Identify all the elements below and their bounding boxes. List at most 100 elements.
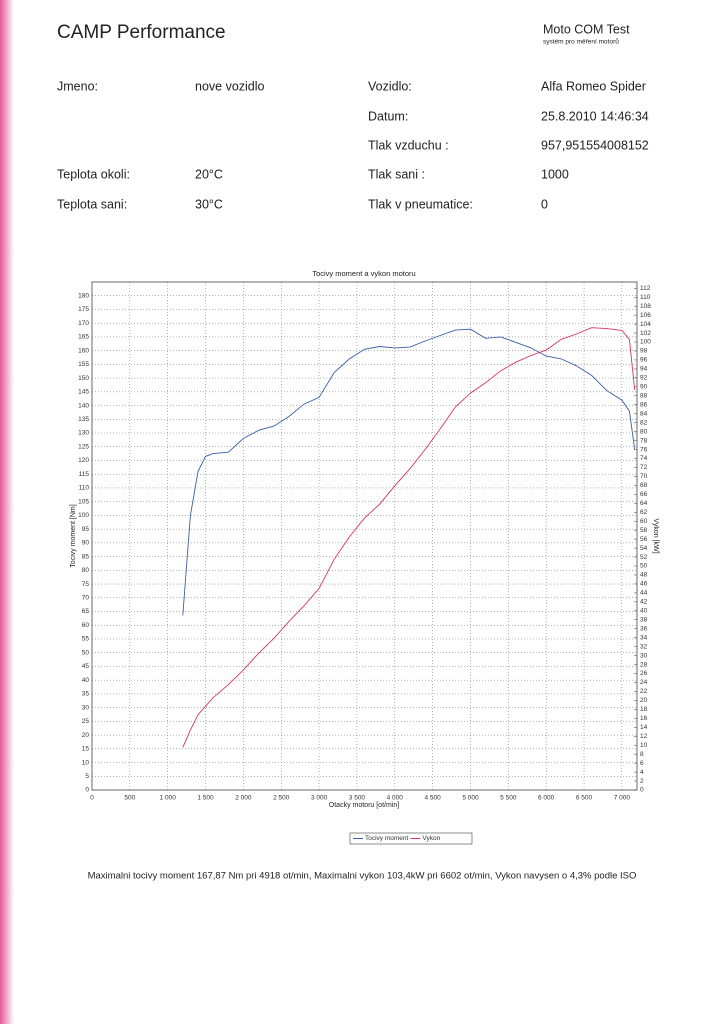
- y-tick-label: 20: [82, 732, 90, 739]
- y2-tick-label: 26: [640, 670, 648, 677]
- y2-tick-label: 94: [640, 366, 648, 373]
- y2-tick-label: 76: [640, 446, 648, 453]
- y2-tick-label: 48: [640, 572, 648, 579]
- x-tick-label: 2 000: [235, 795, 252, 802]
- brand-subtitle: systém pro měření motorů: [543, 38, 619, 46]
- y2-tick-label: 104: [640, 321, 651, 328]
- y2-tick-label: 68: [640, 482, 648, 489]
- y2-tick-label: 86: [640, 401, 648, 408]
- y-tick-label: 70: [82, 595, 90, 602]
- y2-tick-label: 4: [640, 769, 644, 776]
- y-tick-label: 15: [82, 746, 90, 753]
- y2-tick-label: 58: [640, 527, 648, 534]
- y-tick-label: 25: [82, 718, 90, 725]
- y-tick-label: 155: [78, 361, 89, 368]
- x-tick-label: 7 000: [614, 795, 631, 802]
- y2-tick-label: 78: [640, 437, 648, 444]
- y-tick-label: 55: [82, 636, 90, 643]
- y2-tick-label: 64: [640, 500, 648, 507]
- field-label: Jmeno:: [57, 79, 98, 93]
- y2-tick-label: 90: [640, 384, 648, 391]
- field-value: nove vozidlo: [195, 79, 265, 93]
- y-tick-label: 65: [82, 608, 90, 615]
- y-tick-label: 45: [82, 663, 90, 670]
- y-tick-label: 30: [82, 704, 90, 711]
- y-tick-label: 175: [78, 306, 89, 313]
- y2-tick-label: 28: [640, 661, 648, 668]
- y-tick-label: 75: [82, 581, 90, 588]
- y2-tick-label: 92: [640, 375, 648, 382]
- data-line: [182, 327, 636, 748]
- y2-tick-label: 84: [640, 410, 648, 417]
- field-value: 20°C: [195, 167, 223, 181]
- y2-tick-label: 22: [640, 688, 648, 695]
- x-axis-label: Otacky motoru [ot/min]: [329, 802, 399, 809]
- x-tick-label: 4 000: [387, 795, 404, 802]
- x-tick-label: 6 000: [538, 795, 555, 802]
- field-label: Vozidlo:: [368, 79, 412, 93]
- field-label: Datum:: [368, 109, 408, 123]
- y2-tick-label: 74: [640, 455, 648, 462]
- field-value: 0: [541, 197, 548, 211]
- y2-tick-label: 16: [640, 715, 648, 722]
- y2-tick-label: 70: [640, 473, 648, 480]
- y2-tick-label: 66: [640, 491, 648, 498]
- y2-tick-label: 30: [640, 652, 648, 659]
- x-tick-label: 6 500: [576, 795, 593, 802]
- y-tick-label: 135: [78, 416, 89, 423]
- y2-tick-label: 36: [640, 625, 648, 632]
- y2-tick-label: 20: [640, 697, 648, 704]
- y2-tick-label: 108: [640, 303, 651, 310]
- legend-label: Tocivy moment: [365, 835, 409, 842]
- x-tick-label: 1 500: [197, 795, 214, 802]
- y-tick-label: 0: [85, 787, 89, 794]
- y-tick-label: 110: [79, 485, 90, 492]
- field-value: 957,951554008152: [541, 138, 649, 152]
- field-label: Tlak v pneumatice:: [368, 197, 473, 211]
- field-label: Tlak vzduchu :: [368, 138, 449, 152]
- y-tick-label: 145: [78, 389, 89, 396]
- y2-tick-label: 12: [640, 733, 648, 740]
- header-title: CAMP Performance: [57, 22, 226, 43]
- y-axis-label: Tocivy moment [Nm]: [70, 504, 77, 567]
- y2-tick-label: 72: [640, 464, 648, 471]
- y2-axis-label: Vykon [kW]: [652, 518, 659, 553]
- y-tick-label: 40: [82, 677, 90, 684]
- y-tick-label: 10: [82, 759, 90, 766]
- y2-tick-label: 82: [640, 419, 648, 426]
- y2-tick-label: 106: [640, 312, 651, 319]
- x-tick-label: 2 500: [273, 795, 290, 802]
- y-tick-label: 90: [82, 540, 90, 547]
- scan-edge: [0, 0, 14, 1024]
- y2-tick-label: 8: [640, 751, 644, 758]
- y2-tick-label: 52: [640, 554, 648, 561]
- y2-tick-label: 54: [640, 545, 648, 552]
- legend-box: [349, 832, 473, 845]
- y-tick-label: 100: [78, 512, 89, 519]
- y2-tick-label: 32: [640, 643, 648, 650]
- field-label: Teplota okoli:: [57, 167, 130, 181]
- field-value: 25.8.2010 14:46:34: [541, 109, 649, 123]
- brand: Moto COM Test: [543, 22, 630, 36]
- field-value: 30°C: [195, 197, 223, 211]
- x-tick-label: 3 000: [311, 795, 328, 802]
- y-tick-label: 35: [82, 691, 90, 698]
- y2-tick-label: 80: [640, 428, 648, 435]
- y-tick-label: 60: [82, 622, 90, 629]
- y2-tick-label: 110: [640, 294, 651, 301]
- y2-tick-label: 14: [640, 724, 648, 731]
- y-tick-label: 50: [82, 649, 90, 656]
- x-tick-label: 5 500: [500, 795, 517, 802]
- y2-tick-label: 46: [640, 581, 648, 588]
- y2-tick-label: 0: [640, 787, 644, 794]
- y-tick-label: 5: [85, 773, 89, 780]
- y-tick-label: 130: [78, 430, 89, 437]
- y2-tick-label: 88: [640, 393, 648, 400]
- y-tick-label: 80: [82, 567, 90, 574]
- y2-tick-label: 62: [640, 509, 648, 516]
- y2-tick-label: 6: [640, 760, 644, 767]
- y2-tick-label: 38: [640, 616, 648, 623]
- y-tick-label: 140: [78, 402, 89, 409]
- plot-frame: [91, 281, 638, 791]
- footer-note: Maximalni tocivy moment 167,87 Nm pri 49…: [88, 871, 637, 882]
